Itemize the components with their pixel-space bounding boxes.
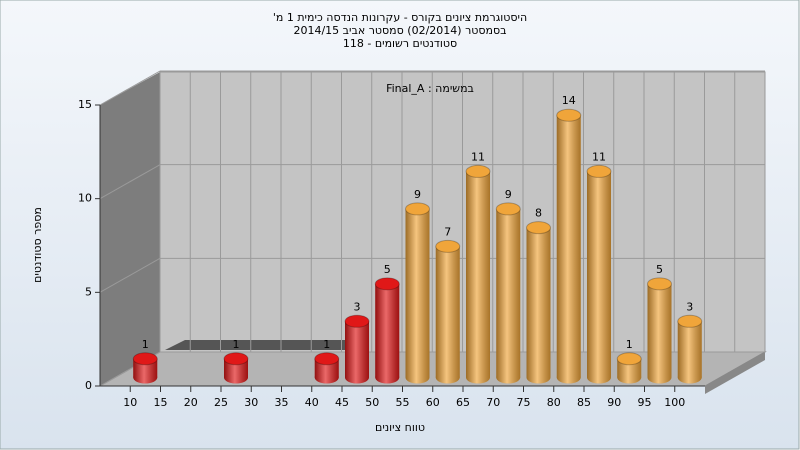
x-tick-label: 60 [426,396,440,409]
x-tick-label: 15 [154,396,168,409]
bar-top [677,314,703,328]
x-tick-label: 85 [577,396,591,409]
bar-top [465,164,491,178]
x-tick-label: 30 [244,396,258,409]
bar-top [405,202,430,216]
left-wall [100,72,160,386]
bar-top [314,352,340,366]
bar-body-shade [375,283,400,378]
x-tick-label: 45 [335,396,349,409]
x-tick-label: 95 [638,396,652,409]
bar [314,352,340,384]
x-axis-title: טווח ציונים [375,421,425,434]
value-label: 1 [323,338,330,351]
bar-body-shade [466,171,490,378]
chart-subtitle: סטודנטים רשומים - 118 [343,37,457,50]
bar-body-shade [435,246,460,378]
x-tick-label: 50 [365,396,379,409]
y-axis-title: מספר סטודנטים [31,207,44,283]
value-label: 9 [414,188,421,201]
value-label: 9 [505,188,512,201]
bar-top [435,239,461,253]
bar [132,352,158,384]
bar-top [495,202,521,216]
bar-body-shade [345,321,369,378]
bar-top [586,164,612,178]
bar [677,314,703,384]
floor-edge [705,352,765,394]
value-label: 1 [142,338,149,351]
value-label: 11 [592,150,606,163]
value-label: 8 [535,207,542,220]
x-tick-label: 65 [456,396,470,409]
x-tick-label: 75 [517,396,531,409]
bar-top [616,352,642,366]
bar-body-shade [677,321,702,378]
bar-body-shade [526,227,551,378]
value-label: 1 [626,338,633,351]
x-tick-label: 90 [607,396,621,409]
value-label: 7 [444,225,451,238]
x-tick-label: 35 [275,396,289,409]
x-tick-label: 25 [214,396,228,409]
bar [223,352,249,384]
bar-top [223,352,249,366]
y-tick-label: 5 [85,285,92,298]
y-tick-label: 10 [78,192,92,205]
floor-panel [165,340,365,350]
bar [526,221,551,384]
bar-body-shade [556,115,581,378]
bar [616,352,642,384]
bar [586,164,612,384]
x-tick-label: 55 [396,396,410,409]
value-label: 1 [233,338,240,351]
bar-top [132,352,158,366]
bar-body-shade [587,171,611,378]
bar [374,277,400,384]
bar [647,277,672,384]
bar-body-shade [647,283,672,378]
value-label: 3 [354,300,361,313]
x-tick-label: 100 [664,396,685,409]
grid-line [99,70,161,106]
x-tick-label: 10 [123,396,137,409]
bar [435,239,461,384]
bar-body-shade [405,208,430,378]
x-tick-label: 40 [305,396,319,409]
x-tick-label: 20 [184,396,198,409]
grid-line [99,164,161,200]
y-tick-label: 0 [85,379,92,392]
chart-subtitle: בסמסטר (02/2014) סמסטר אביב 2014/15 [293,24,506,37]
value-label: 5 [656,263,663,276]
value-label: 3 [686,300,693,313]
bar-top [526,221,551,235]
bar [495,202,521,384]
value-label: 11 [471,150,485,163]
bar-body-shade [496,208,521,378]
bar [465,164,491,384]
annotation: במשימה : Final_A [386,82,474,95]
bar [556,108,582,384]
y-tick-label: 15 [78,98,92,111]
bar-top [647,277,672,291]
x-tick-label: 80 [547,396,561,409]
value-label: 14 [562,94,576,107]
grid-line [99,257,161,293]
bar [344,314,370,384]
chart-title: היסטוגרמת ציונים בקורס - עקרונות הנדסה כ… [273,11,527,24]
value-label: 5 [384,263,391,276]
bar [405,202,430,384]
x-tick-label: 70 [486,396,500,409]
bar-top [344,314,370,328]
bar-top [556,108,582,122]
bar-top [374,277,400,291]
